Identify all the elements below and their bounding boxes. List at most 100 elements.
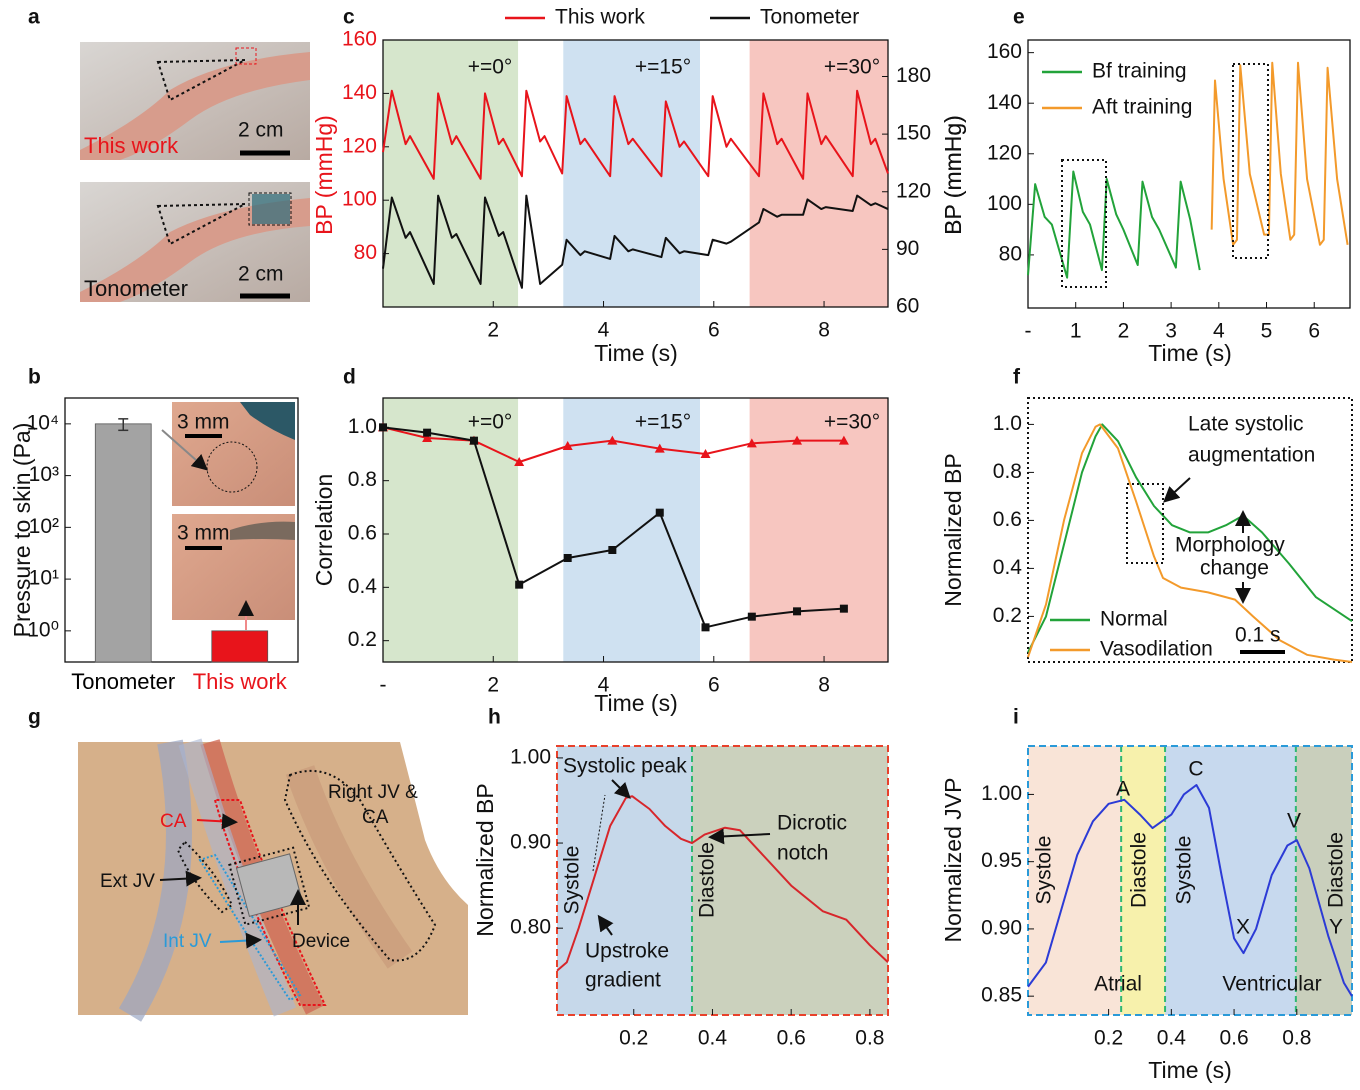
scale-label: 2 cm [238, 119, 284, 142]
legend-label: This work [555, 6, 645, 29]
legend-label: Bf training [1092, 60, 1187, 83]
y-tick-label: 120 [987, 141, 1022, 164]
x-tick-label: 2 [1118, 320, 1130, 343]
inset-photo [162, 402, 295, 630]
x-tick-label: 2 [487, 674, 499, 697]
region-label: +=15° [635, 411, 691, 434]
annotation: C [1188, 758, 1203, 781]
x-tick-label: 4 [1213, 320, 1225, 343]
x-tick-label: 0.8 [1282, 1027, 1311, 1050]
y-tick-label: 120 [342, 134, 377, 157]
annotation: Upstroke [585, 940, 669, 963]
region-label: +=15° [635, 56, 691, 79]
shaded-region [563, 398, 700, 662]
point-marker [608, 546, 616, 554]
annotation: Ventricular [1222, 973, 1321, 996]
anatomy-label: CA [362, 807, 389, 828]
region-label: +=30° [824, 56, 880, 79]
region-label: +=30° [824, 411, 880, 434]
x-tick-label: 8 [818, 319, 830, 342]
point-marker [564, 554, 572, 562]
y-tick-label: 1.00 [981, 782, 1022, 805]
anatomy-label: Ext JV [100, 871, 155, 892]
x-tick-label: 4 [598, 674, 610, 697]
point-marker [470, 437, 478, 445]
legend-label: Tonometer [760, 6, 859, 29]
x-tick-label: - [1025, 320, 1032, 343]
x-tick-label: 0.2 [1094, 1027, 1123, 1050]
panel-label: e [1013, 6, 1025, 29]
anatomy-label: Device [292, 931, 350, 952]
panel-label: c [343, 6, 355, 29]
point-marker [748, 613, 756, 621]
x-tick-label: 4 [598, 319, 610, 342]
shaded-region [563, 40, 700, 307]
annotation: 0.1 s [1235, 624, 1281, 647]
panel-label: d [343, 366, 356, 389]
shaded-region [750, 40, 888, 307]
annotation: notch [777, 842, 828, 865]
annotation: Atrial [1094, 973, 1142, 996]
y2-tick-label: 90 [896, 237, 919, 260]
x-tick-label: 8 [818, 674, 830, 697]
region-label: Diastole [1128, 832, 1151, 908]
y-tick-label: 0.8 [348, 468, 377, 491]
point-marker [702, 623, 710, 631]
annotation: X [1236, 916, 1250, 939]
x-tick-label: This work [193, 669, 288, 694]
x-tick-label: 2 [487, 319, 499, 342]
x-tick-label: 0.8 [855, 1027, 884, 1050]
point-marker [793, 607, 801, 615]
inset-scale-label: 3 mm [177, 411, 230, 434]
panel-label: f [1013, 366, 1021, 389]
annotation: Dicrotic [777, 812, 847, 835]
y-tick-label: 0.6 [348, 522, 377, 545]
series-line [1028, 171, 1200, 277]
region-label: +=0° [468, 56, 513, 79]
highlight-box [1127, 484, 1163, 563]
x-tick-label: 6 [708, 319, 720, 342]
panel-label: a [28, 6, 40, 29]
photo-caption: Tonometer [84, 276, 188, 301]
y-tick-label: 100 [342, 188, 377, 211]
legend-label: Vasodilation [1100, 638, 1213, 661]
region-label: Systole [1033, 836, 1056, 905]
scale-label: 2 cm [238, 263, 284, 286]
y2-tick-label: 60 [896, 295, 919, 318]
y-tick-label: 160 [342, 28, 377, 51]
y-tick-label: 100 [987, 192, 1022, 215]
y-tick-label: 0.2 [348, 628, 377, 651]
annotation: Late systolic [1188, 413, 1304, 436]
y-tick-label: 10³ [29, 463, 59, 486]
y-tick-label: 140 [987, 91, 1022, 114]
region-label: Systole [1173, 836, 1196, 905]
y2-tick-label: 180 [896, 64, 931, 87]
point-marker [423, 429, 431, 437]
legend-label: Normal [1100, 608, 1168, 631]
x-tick-label: 6 [1308, 320, 1320, 343]
panel-label: h [488, 706, 501, 729]
anatomy-label: Int JV [163, 931, 212, 952]
x-tick-label: - [380, 674, 387, 697]
y-tick-label: 1.00 [510, 745, 551, 768]
y-tick-label: 160 [987, 40, 1022, 63]
inset-scale-label: 3 mm [177, 522, 230, 545]
y-tick-label: 0.90 [510, 831, 551, 854]
y-tick-label: 0.8 [993, 460, 1022, 483]
x-tick-label: 5 [1261, 320, 1273, 343]
plot-frame [1028, 398, 1352, 662]
figure: a This work 2 cm Tonometer 2 cm b Pressu… [0, 0, 1360, 1090]
y-tick-label: 0.6 [993, 508, 1022, 531]
x-tick-label: 1 [1070, 320, 1082, 343]
photo-caption: This work [84, 133, 179, 158]
arrow [1166, 478, 1190, 500]
y-tick-label: 80 [354, 241, 377, 264]
shaded-region [383, 40, 518, 307]
y-tick-label: 80 [999, 242, 1022, 265]
x-tick-label: 0.4 [1157, 1027, 1187, 1050]
region-label: Systole [561, 846, 584, 915]
annotation: change [1200, 557, 1269, 580]
x-tick-label: 0.6 [777, 1027, 806, 1050]
y-tick-label: 0.4 [993, 556, 1023, 579]
y-tick-label: 10² [29, 515, 59, 538]
